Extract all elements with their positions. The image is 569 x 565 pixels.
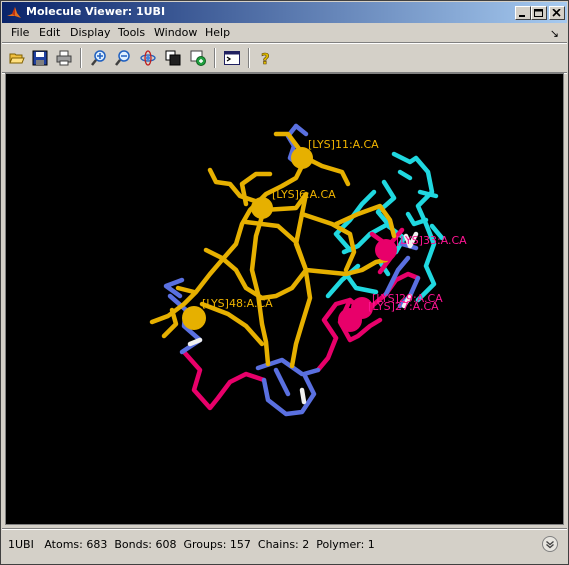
close-button[interactable] — [549, 6, 565, 20]
print-button[interactable] — [53, 47, 75, 69]
menu-file[interactable]: File — [11, 26, 30, 39]
atom-label-lys29: [LYS]29:A.CA — [372, 292, 443, 305]
console-button[interactable] — [221, 47, 243, 69]
molecule-3d-viewport[interactable]: [LYS]11:A.CA [LYS]6:A.CA [LYS]48:A.CA [L… — [5, 73, 564, 525]
molecule-render[interactable]: [LYS]11:A.CA [LYS]6:A.CA [LYS]48:A.CA [L… — [6, 74, 563, 524]
atom-label-lys27: [LYS]27:A.CA — [368, 300, 439, 313]
toolbar: ? — [2, 44, 567, 72]
status-bar: 1UBI Atoms: 683 Bonds: 608 Groups: 157 C… — [2, 530, 567, 560]
menu-help[interactable]: Help — [205, 26, 231, 39]
expand-status-button[interactable] — [541, 535, 559, 553]
window-title: Molecule Viewer: 1UBI — [26, 5, 166, 18]
undock-icon[interactable]: ↘ — [549, 27, 559, 40]
maximize-icon — [534, 9, 543, 17]
toolbar-separator — [80, 48, 82, 68]
menu-tools[interactable]: Tools — [118, 26, 146, 39]
zoom-in-icon — [91, 50, 106, 66]
toolbar-separator — [214, 48, 216, 68]
zoom-out-button[interactable] — [112, 47, 134, 69]
toolbar-separator — [248, 48, 250, 68]
console-icon — [224, 51, 240, 65]
save-icon — [32, 50, 48, 66]
menu-bar: File Edit Display Tools Window Help ↘ — [2, 24, 567, 42]
minimize-button[interactable] — [515, 6, 531, 20]
open-button[interactable] — [6, 47, 28, 69]
help-button[interactable]: ? — [255, 47, 277, 69]
atom-label-lys11: [LYS]11:A.CA — [308, 138, 379, 151]
export-icon — [190, 50, 206, 66]
menu-display[interactable]: Display — [70, 26, 111, 39]
zoom-in-button[interactable] — [88, 47, 110, 69]
matlab-logo-icon — [7, 7, 21, 18]
rotate-button[interactable] — [137, 47, 159, 69]
status-text: 1UBI Atoms: 683 Bonds: 608 Groups: 157 C… — [8, 538, 375, 551]
status-separator — [2, 528, 567, 530]
atom-label-lys33: [LYS]33:A.CA — [396, 234, 467, 247]
copy-icon — [165, 50, 181, 66]
atom-label-lys6: [LYS]6:A.CA — [272, 188, 336, 201]
menu-window[interactable]: Window — [154, 26, 198, 39]
maximize-button[interactable] — [531, 6, 547, 20]
atom-label-lys48: [LYS]48:A.CA — [202, 297, 273, 310]
menu-separator — [2, 42, 567, 44]
close-icon — [552, 9, 561, 17]
alpha-carbon-atoms — [182, 147, 397, 332]
atom-labels: [LYS]11:A.CA [LYS]6:A.CA [LYS]48:A.CA [L… — [202, 138, 467, 313]
print-icon — [56, 50, 72, 66]
export-button[interactable] — [187, 47, 209, 69]
svg-text:?: ? — [261, 50, 270, 66]
white-bonds — [187, 231, 419, 405]
chevron-down-circle-icon — [542, 536, 558, 552]
title-bar[interactable]: Molecule Viewer: 1UBI — [2, 2, 567, 23]
yellow-chain — [149, 131, 397, 369]
copy-button[interactable] — [162, 47, 184, 69]
open-icon — [9, 53, 25, 64]
zoom-out-icon — [115, 50, 130, 66]
rotate-icon — [140, 50, 156, 66]
minimize-icon — [519, 15, 525, 17]
save-button[interactable] — [29, 47, 51, 69]
help-icon: ? — [261, 50, 270, 66]
menu-edit[interactable]: Edit — [39, 26, 61, 39]
